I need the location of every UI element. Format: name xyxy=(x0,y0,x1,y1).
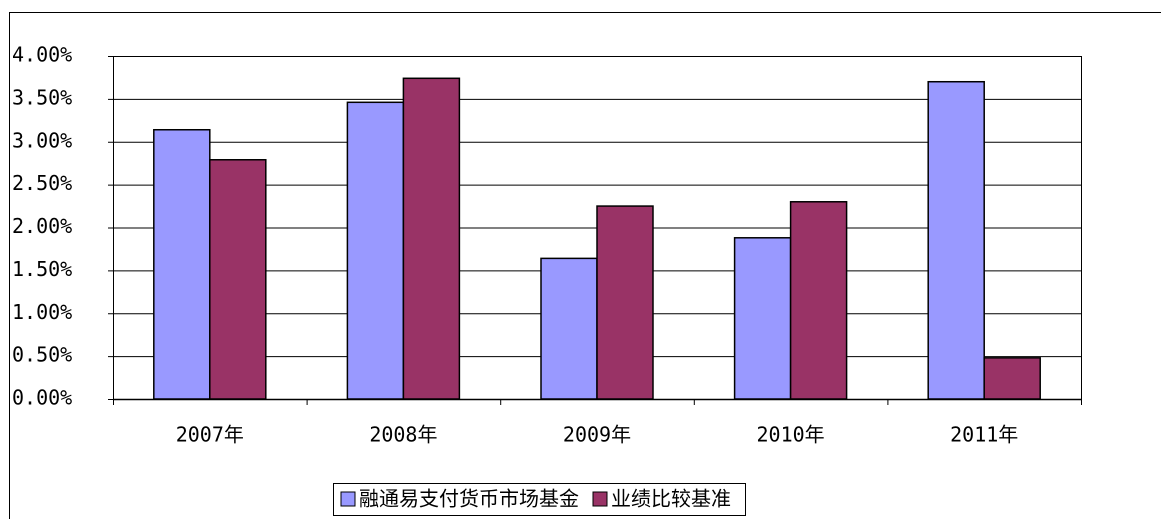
legend-label: 融通易支付货币市场基金 xyxy=(359,487,579,511)
y-tick-label: 3.00% xyxy=(12,128,72,152)
bar xyxy=(596,205,654,400)
bar xyxy=(402,77,461,400)
bar xyxy=(789,201,848,400)
bar xyxy=(153,128,211,400)
y-tick-label: 2.00% xyxy=(12,214,72,238)
x-tick-label: 2007年 xyxy=(176,423,244,447)
legend-box xyxy=(333,483,746,516)
bar xyxy=(540,257,598,400)
legend-swatch xyxy=(340,491,356,507)
y-tick-label: 1.00% xyxy=(12,300,72,324)
y-tick-label: 0.50% xyxy=(12,343,72,367)
bar xyxy=(983,357,1041,400)
legend-label: 业绩比较基准 xyxy=(611,487,731,511)
y-tick-label: 1.50% xyxy=(12,257,72,281)
y-tick-label: 0.00% xyxy=(12,386,72,410)
x-tick-label: 2008年 xyxy=(369,423,437,447)
y-tick-label: 2.50% xyxy=(12,171,72,195)
bar xyxy=(346,101,405,400)
x-tick-label: 2011年 xyxy=(950,423,1018,447)
bar xyxy=(927,80,985,400)
x-tick-label: 2010年 xyxy=(757,423,825,447)
bar xyxy=(209,159,267,400)
y-tick-label: 3.50% xyxy=(12,85,72,109)
legend-swatch xyxy=(592,491,608,507)
x-tick-label: 2009年 xyxy=(563,423,631,447)
bar xyxy=(733,237,792,400)
y-tick-label: 4.00% xyxy=(12,43,72,67)
